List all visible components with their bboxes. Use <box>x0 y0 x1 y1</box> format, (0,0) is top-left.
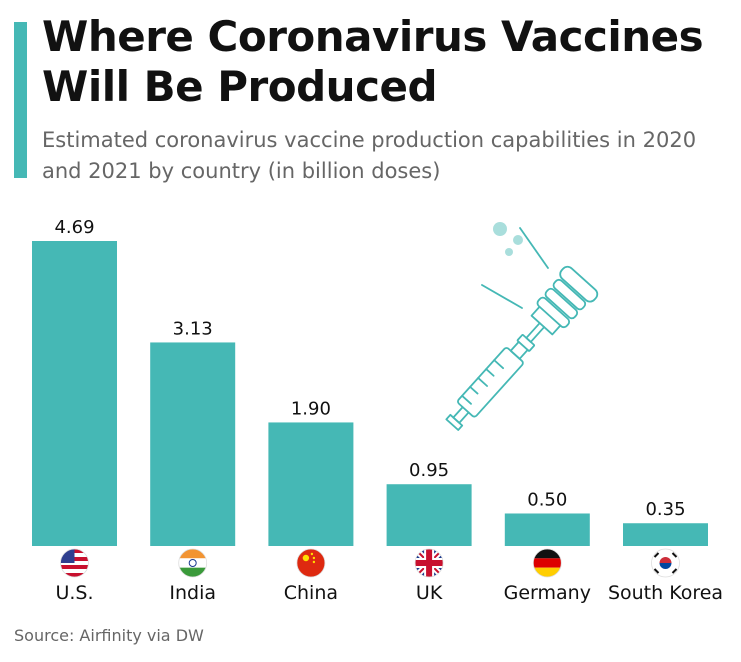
category-label: U.S. <box>55 582 93 604</box>
bar-germany <box>504 513 590 546</box>
bar-uk <box>386 484 472 546</box>
value-label: 1.90 <box>291 398 331 419</box>
vaccine-syringe-icon <box>445 222 599 431</box>
bar-india <box>150 342 236 546</box>
category-label: UK <box>416 582 443 604</box>
chart-subtitle: Estimated coronavirus vaccine production… <box>42 128 697 183</box>
value-label: 4.69 <box>54 217 94 238</box>
category-label: South Korea <box>608 582 723 604</box>
category-label: China <box>284 582 338 604</box>
value-label: 3.13 <box>173 318 213 339</box>
value-label: 0.95 <box>409 460 449 481</box>
category-label: Germany <box>504 582 591 604</box>
china-flag-icon <box>296 548 326 578</box>
india-flag-icon <box>178 548 208 578</box>
source-note: Source: Airfinity via DW <box>14 626 204 645</box>
south-korea-flag-icon <box>651 548 680 578</box>
bar-u-s- <box>32 241 117 546</box>
title-accent-bar <box>14 22 27 178</box>
germany-flag-icon <box>532 548 562 578</box>
bars-layer: 4.69 U.S. 3.13 India 1.90 China 0.95 UK 0.50 Germ… <box>32 217 723 604</box>
chart-title: Where Coronavirus Vaccines Will Be Produ… <box>42 12 704 111</box>
category-label: India <box>169 582 216 604</box>
value-label: 0.50 <box>527 489 567 510</box>
us-flag-icon <box>60 548 89 578</box>
value-label: 0.35 <box>645 499 685 520</box>
uk-flag-icon <box>414 548 444 578</box>
bar-south-korea <box>623 523 708 546</box>
bar-china <box>268 422 354 546</box>
